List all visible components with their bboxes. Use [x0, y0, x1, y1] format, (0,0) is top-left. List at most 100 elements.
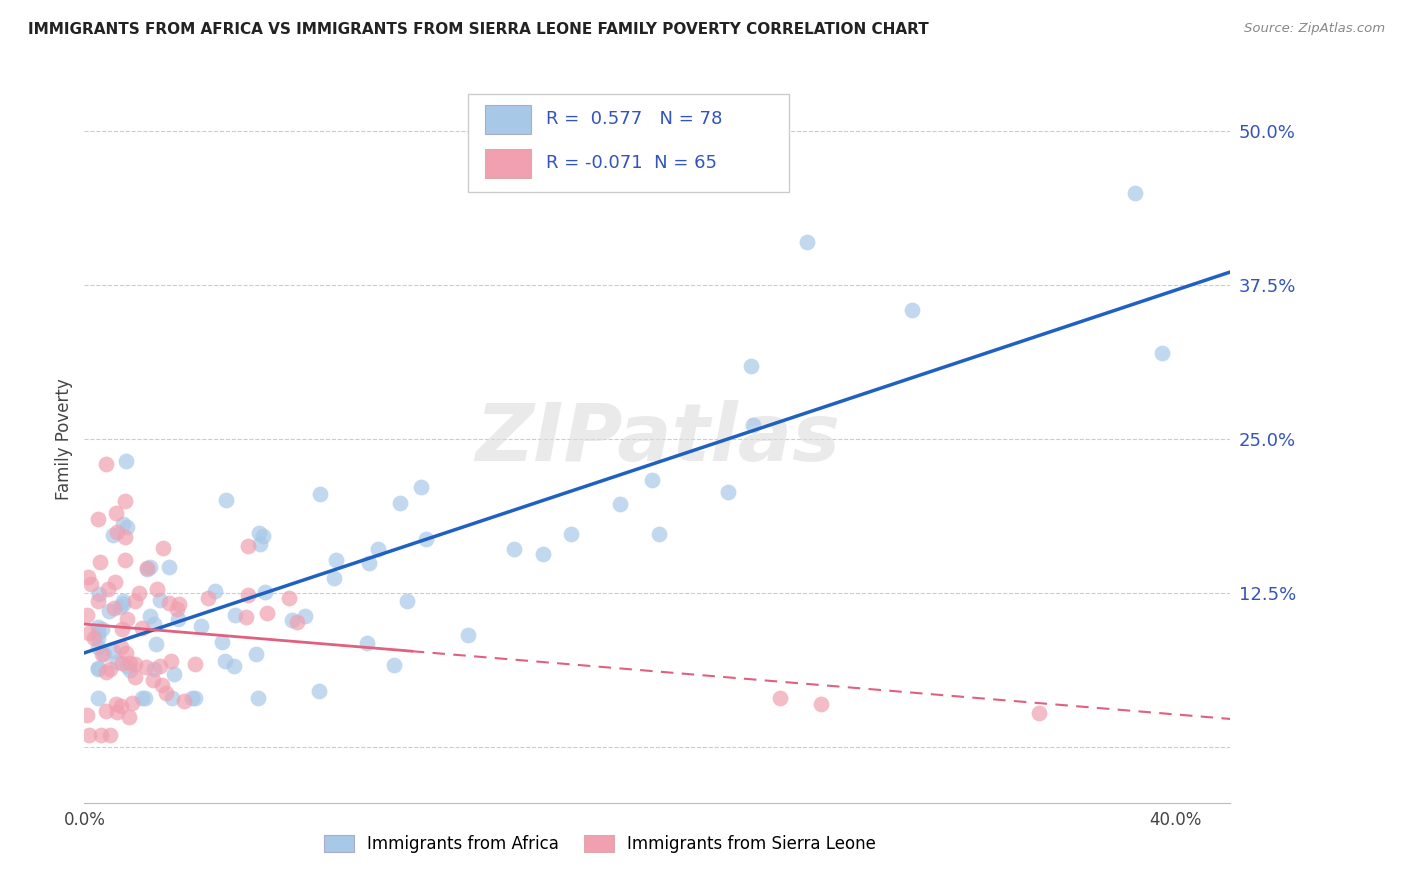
Point	[115, 646, 138, 660]
Point	[204, 583, 226, 598]
Point	[322, 571, 344, 585]
Point	[77, 570, 100, 584]
Point	[101, 643, 124, 657]
Point	[79, 626, 101, 640]
Point	[810, 697, 832, 711]
Point	[396, 594, 419, 608]
Point	[769, 691, 792, 706]
Point	[117, 710, 139, 724]
Point	[121, 696, 143, 710]
FancyBboxPatch shape	[485, 148, 531, 178]
Point	[367, 542, 389, 557]
Point	[157, 596, 180, 610]
Point	[247, 691, 270, 706]
Point	[134, 691, 156, 706]
Point	[87, 620, 110, 634]
Point	[135, 659, 157, 673]
Point	[245, 648, 267, 662]
Text: ZIPatlas: ZIPatlas	[475, 401, 839, 478]
Point	[87, 512, 110, 526]
Point	[110, 640, 132, 655]
Point	[146, 582, 169, 596]
Point	[114, 530, 136, 544]
Point	[277, 591, 299, 605]
Point	[96, 582, 118, 597]
Point	[1123, 186, 1146, 200]
Point	[139, 609, 162, 624]
Point	[1028, 706, 1050, 720]
Y-axis label: Family Poverty: Family Poverty	[55, 378, 73, 500]
Point	[388, 496, 411, 510]
Point	[87, 626, 110, 640]
Point	[503, 542, 526, 557]
Point	[211, 635, 233, 649]
Point	[136, 562, 159, 576]
Point	[415, 532, 437, 546]
Point	[76, 707, 98, 722]
Point	[103, 600, 125, 615]
Point	[111, 622, 134, 636]
Point	[87, 594, 110, 608]
Point	[252, 529, 274, 543]
Point	[115, 453, 138, 467]
Point	[89, 555, 111, 569]
Point	[173, 694, 195, 708]
Point	[91, 647, 114, 661]
Point	[181, 691, 204, 706]
Point	[152, 541, 174, 556]
Point	[105, 655, 128, 669]
Text: R = -0.071  N = 65: R = -0.071 N = 65	[546, 154, 717, 172]
Point	[112, 516, 135, 531]
Point	[124, 594, 146, 608]
Point	[115, 658, 138, 673]
Point	[80, 577, 103, 591]
Point	[236, 539, 259, 553]
Point	[648, 527, 671, 541]
Point	[112, 593, 135, 607]
Text: R =  0.577   N = 78: R = 0.577 N = 78	[546, 111, 723, 128]
Point	[98, 662, 121, 676]
Point	[90, 728, 112, 742]
Point	[641, 473, 664, 487]
Point	[124, 670, 146, 684]
Point	[184, 691, 207, 706]
Point	[98, 728, 121, 742]
Point	[91, 622, 114, 636]
Point	[184, 657, 207, 672]
Point	[98, 604, 121, 618]
Point	[411, 480, 433, 494]
Point	[110, 699, 132, 714]
Point	[114, 553, 136, 567]
Point	[83, 631, 105, 645]
Point	[717, 484, 740, 499]
Point	[128, 585, 150, 599]
Point	[87, 662, 110, 676]
Point	[740, 359, 762, 373]
Point	[96, 665, 118, 679]
Point	[87, 640, 110, 654]
Point	[145, 637, 167, 651]
Point	[96, 457, 118, 471]
Point	[87, 691, 110, 706]
Point	[254, 584, 277, 599]
Point	[87, 632, 110, 646]
Point	[157, 560, 180, 574]
Point	[148, 593, 170, 607]
Point	[796, 235, 818, 249]
Point	[76, 607, 98, 622]
FancyBboxPatch shape	[485, 105, 531, 134]
Point	[901, 303, 924, 318]
Point	[87, 660, 110, 674]
Point	[108, 599, 131, 614]
Point	[247, 525, 270, 540]
Point	[531, 547, 554, 561]
Point	[105, 506, 128, 520]
Point	[281, 614, 304, 628]
Point	[142, 662, 165, 676]
Point	[115, 520, 138, 534]
Point	[249, 537, 271, 551]
Point	[294, 608, 316, 623]
Point	[139, 559, 162, 574]
Point	[105, 524, 128, 539]
Point	[285, 615, 308, 629]
